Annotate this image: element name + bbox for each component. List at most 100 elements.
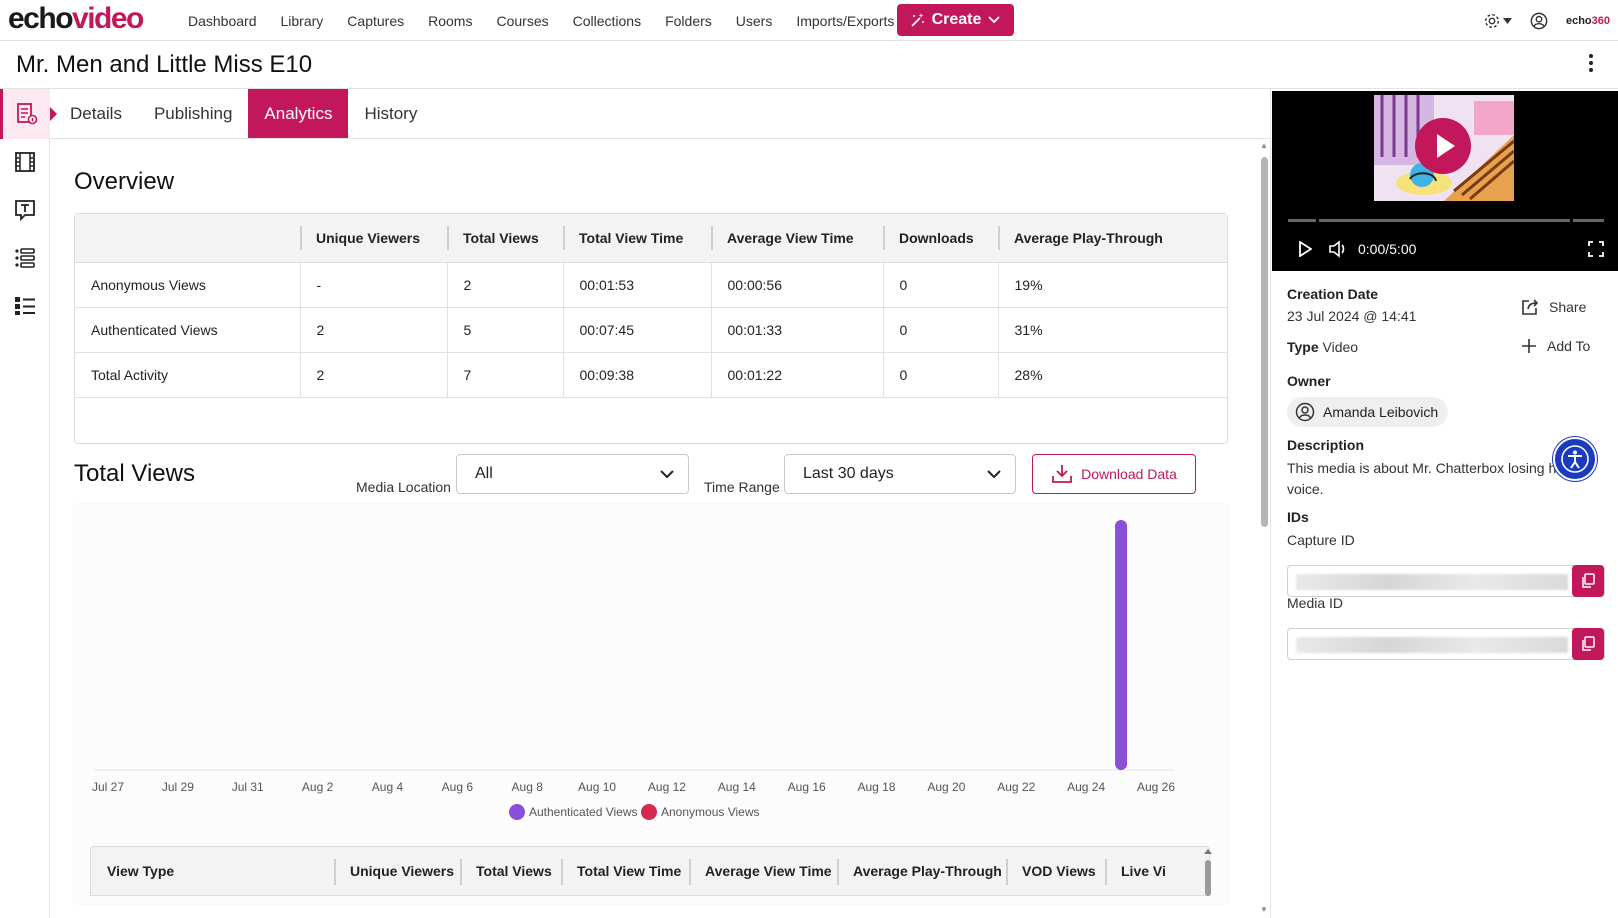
legend-label-anonymous-views[interactable]: Anonymous Views xyxy=(661,805,760,819)
legend-swatch-anonymous-views[interactable] xyxy=(641,804,657,820)
tab-details[interactable]: Details xyxy=(70,103,122,123)
nav-dashboard[interactable]: Dashboard xyxy=(188,12,257,29)
rail-transcript[interactable] xyxy=(0,185,50,235)
overview-col-downloads[interactable]: Downloads xyxy=(883,214,998,263)
play-icon[interactable] xyxy=(1298,241,1312,257)
fullscreen-icon[interactable] xyxy=(1588,241,1604,257)
nav-rooms[interactable]: Rooms xyxy=(428,12,473,29)
overview-col-total-views[interactable]: Total Views xyxy=(447,214,563,263)
type-label-text: Type xyxy=(1287,339,1319,355)
play-overlay-button[interactable] xyxy=(1415,118,1471,174)
table-cell: 2 xyxy=(299,307,447,353)
type-label: Type Video xyxy=(1287,339,1358,355)
description-line-2: voice. xyxy=(1287,481,1324,497)
echovideo-logo[interactable]: echovideo xyxy=(8,2,144,36)
tab-publishing[interactable]: Publishing xyxy=(153,103,233,123)
table-cell: Authenticated Views xyxy=(75,307,300,353)
nav-captures[interactable]: Captures xyxy=(347,12,405,29)
capture-id-redacted xyxy=(1296,574,1568,590)
download-icon xyxy=(1052,465,1073,483)
chevron-down-icon xyxy=(988,16,1001,24)
view-col-live-views[interactable]: Live Vi xyxy=(1105,859,1166,885)
play-icon xyxy=(1437,134,1455,158)
view-col-vod-views[interactable]: VOD Views xyxy=(1006,859,1105,885)
media-id-redacted xyxy=(1296,637,1568,653)
x-tick-label: Aug 2 xyxy=(302,780,334,794)
tab-history[interactable]: History xyxy=(364,103,418,123)
volume-icon[interactable] xyxy=(1328,240,1348,258)
content-scrollbar[interactable]: ▲ ▼ xyxy=(1258,141,1270,918)
tab-analytics[interactable]: Analytics xyxy=(248,89,349,138)
media-id-field[interactable] xyxy=(1287,628,1605,660)
table-cell: 2 xyxy=(446,262,563,308)
view-col-total-view-time[interactable]: Total View Time xyxy=(561,859,689,885)
overview-col-average-view-time[interactable]: Average View Time xyxy=(711,214,883,263)
nav-courses[interactable]: Courses xyxy=(496,12,549,29)
x-tick-label: Jul 29 xyxy=(162,780,194,794)
nav-folders[interactable]: Folders xyxy=(665,12,712,29)
accessibility-button[interactable] xyxy=(1553,437,1597,481)
chevron-down-icon xyxy=(987,470,1001,479)
x-tick-label: Aug 4 xyxy=(372,780,404,794)
view-col-total-views[interactable]: Total Views xyxy=(460,859,561,885)
rail-chapters[interactable] xyxy=(0,233,50,283)
top-right-tools: echo360 xyxy=(1483,0,1610,41)
copy-icon xyxy=(1582,573,1595,588)
player-time: 0:00/5:00 xyxy=(1358,241,1417,257)
x-tick-label: Aug 22 xyxy=(997,780,1035,794)
settings-menu[interactable] xyxy=(1483,12,1512,30)
analytics-content: Overview Unique Viewers Total Views Tota… xyxy=(50,140,1270,918)
video-progress-bar[interactable] xyxy=(1288,219,1604,222)
table-cell: 0 xyxy=(882,262,998,308)
echo360-number: 360 xyxy=(1591,14,1610,27)
scrollbar-thumb[interactable] xyxy=(1261,157,1268,527)
bar-authenticated-views-aug-25[interactable] xyxy=(1115,520,1128,770)
copy-capture-id-button[interactable] xyxy=(1572,565,1604,597)
nav-collections[interactable]: Collections xyxy=(572,12,642,29)
scroll-down-arrow[interactable]: ▼ xyxy=(1260,905,1268,914)
owner-chip[interactable]: Amanda Leibovich xyxy=(1287,397,1449,427)
table-cell: 0 xyxy=(882,307,998,353)
share-button[interactable]: Share xyxy=(1521,298,1586,316)
owner-label: Owner xyxy=(1287,373,1331,389)
description-label: Description xyxy=(1287,437,1365,453)
table-scrollbar[interactable] xyxy=(1202,846,1214,896)
table-cell: 31% xyxy=(997,307,1227,353)
x-tick-label: Aug 10 xyxy=(578,780,616,794)
rail-media[interactable] xyxy=(0,137,50,187)
view-col-average-play-through[interactable]: Average Play-Through xyxy=(837,859,1006,885)
view-col-unique-viewers[interactable]: Unique Viewers xyxy=(334,859,460,885)
player-controls: 0:00/5:00 xyxy=(1288,237,1604,261)
create-button[interactable]: Create xyxy=(897,4,1014,36)
overview-table-container: Unique Viewers Total Views Total View Ti… xyxy=(74,213,1228,444)
more-options-icon[interactable] xyxy=(1588,53,1594,79)
overview-col-total-view-time[interactable]: Total View Time xyxy=(563,214,711,263)
view-col-average-view-time[interactable]: Average View Time xyxy=(689,859,837,885)
video-player[interactable]: 0:00/5:00 xyxy=(1272,91,1618,271)
nav-users[interactable]: Users xyxy=(735,12,773,29)
media-location-select[interactable]: All xyxy=(456,454,689,494)
copy-media-id-button[interactable] xyxy=(1572,628,1604,660)
download-data-button[interactable]: Download Data xyxy=(1032,454,1196,494)
scroll-up-arrow[interactable]: ▲ xyxy=(1260,141,1268,150)
nav-library[interactable]: Library xyxy=(280,12,324,29)
legend-label-authenticated-views[interactable]: Authenticated Views xyxy=(529,805,638,819)
view-col-view-type[interactable]: View Type xyxy=(107,863,175,879)
media-location-value: All xyxy=(475,465,493,482)
nav-imports-exports[interactable]: Imports/Exports xyxy=(796,12,895,29)
legend-swatch-authenticated-views[interactable] xyxy=(509,804,525,820)
table-cell: 19% xyxy=(997,262,1227,308)
overview-col-average-play-through[interactable]: Average Play-Through xyxy=(998,214,1227,263)
total-views-chart: Jul 27 Jul 29 Jul 31 Aug 2 Aug 4 Aug 6 Aug 8 Au… xyxy=(74,504,1228,904)
add-to-button[interactable]: Add To xyxy=(1521,338,1590,354)
rail-media-details[interactable] xyxy=(0,89,57,139)
time-range-value: Last 30 days xyxy=(803,465,894,482)
capture-id-field[interactable] xyxy=(1287,565,1605,597)
overview-col-unique-viewers[interactable]: Unique Viewers xyxy=(300,214,447,263)
view-type-table-header: View Type Unique Viewers Total Views Tot… xyxy=(90,846,1210,896)
user-account-icon[interactable] xyxy=(1530,12,1548,30)
rail-quiz[interactable] xyxy=(0,281,50,331)
media-location-label: Media Location xyxy=(356,479,451,495)
time-range-select[interactable]: Last 30 days xyxy=(784,454,1016,494)
logo-text-video: video xyxy=(72,2,144,35)
